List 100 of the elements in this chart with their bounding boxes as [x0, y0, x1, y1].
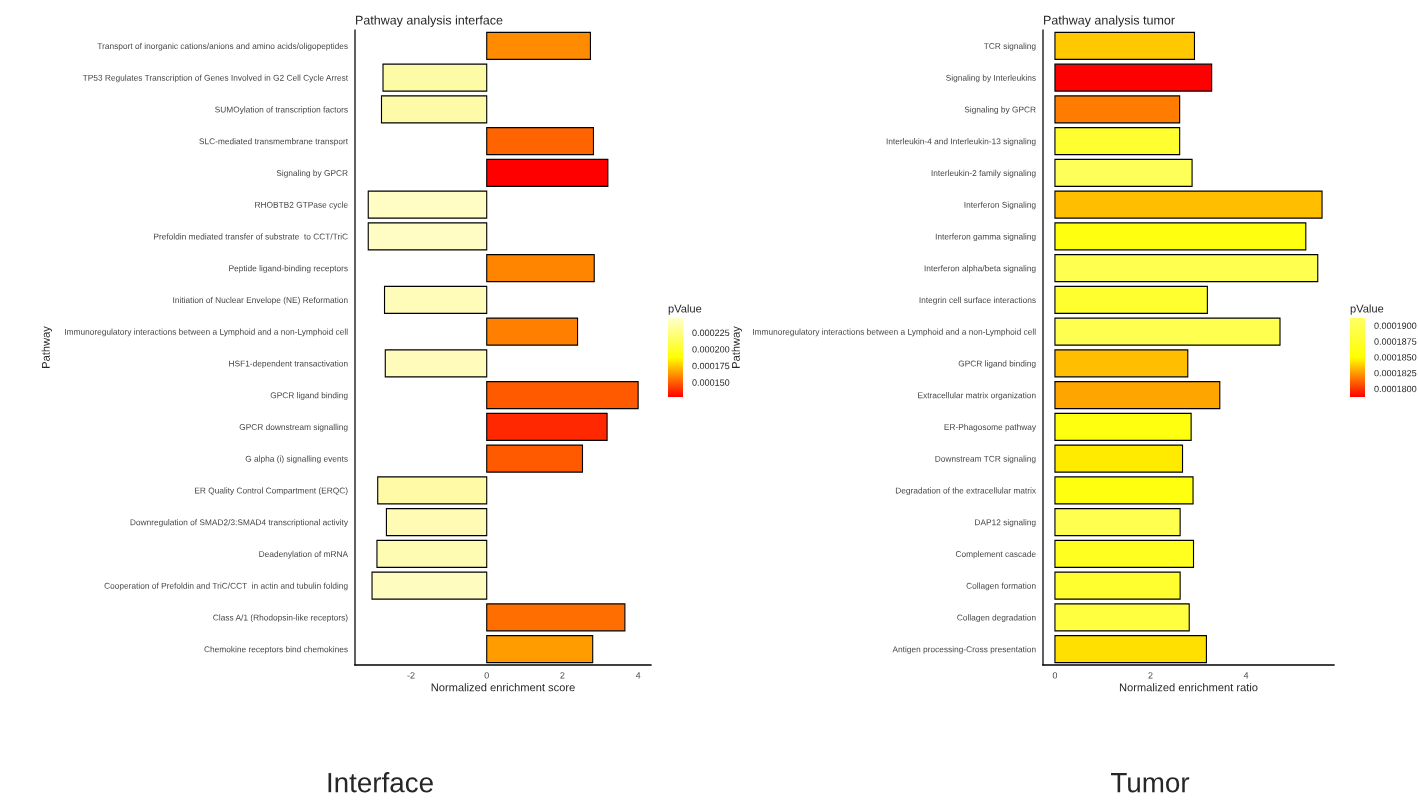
y-tick-label: Signaling by Interleukins	[946, 74, 1036, 83]
y-tick-label: Signaling by GPCR	[964, 106, 1036, 115]
y-tick-label: ER Quality Control Compartment (ERQC)	[195, 487, 348, 496]
bar	[1054, 603, 1190, 632]
y-axis-title: Pathway	[731, 326, 742, 368]
y-tick-label: SUMOylation of transcription factors	[215, 106, 348, 115]
y-tick-label: G alpha (i) signalling events	[245, 455, 348, 464]
y-tick-label: GPCR ligand binding	[270, 392, 348, 400]
color-bar-label: 0.000150	[692, 379, 730, 386]
color-bar-label: 0.0001800	[1374, 385, 1417, 393]
color-bar-label: 0.000225	[692, 329, 730, 336]
bar	[380, 95, 488, 124]
bar	[1054, 127, 1181, 156]
bar	[382, 63, 488, 92]
y-tick-label: Integrin cell surface interactions	[919, 296, 1036, 305]
color-bar-label: 0.0001825	[1374, 369, 1417, 377]
color-bar-title: pValue	[1350, 304, 1384, 315]
y-tick-label: Complement cascade	[955, 550, 1036, 559]
y-tick-label: Initiation of Nuclear Envelope (NE) Reformation	[173, 296, 348, 305]
bar	[486, 158, 609, 187]
x-axis-title: Normalized enrichment score	[431, 683, 575, 692]
bar	[1054, 412, 1192, 441]
y-tick-label: TCR signaling	[983, 42, 1036, 51]
y-tick-label: Immunoregulatory interactions between a Lymphoid and a non-Lymphoid cell	[753, 328, 1036, 337]
x-tick-label: 2	[1148, 672, 1153, 679]
bar	[367, 222, 488, 251]
bar	[1054, 190, 1323, 219]
bar	[1054, 31, 1196, 60]
y-axis-title: Pathway	[41, 326, 52, 368]
color-bar-label: 0.0001875	[1374, 338, 1417, 345]
bar	[377, 476, 488, 505]
bar	[1054, 254, 1319, 283]
chart-title: Pathway analysis interface	[356, 15, 503, 28]
text: Interface	[328, 772, 433, 793]
y-tick-label: Deadenylation of mRNA	[259, 550, 349, 559]
y-tick-label: SLC-mediated transmembrane transport	[199, 138, 349, 146]
bar	[1054, 508, 1181, 537]
y-tick-label: Downstream TCR signaling	[935, 455, 1036, 464]
y-tick-label: Downregulation of SMAD2/3:SMAD4 transcriptional activity	[130, 519, 349, 527]
y-tick-label: Peptide ligand-binding receptors	[229, 265, 348, 273]
text: Tumor	[1111, 773, 1190, 793]
y-tick-label: GPCR downstream signalling	[239, 423, 348, 432]
y-tick-label: Prefoldin mediated transfer of substrate to CCT/TriC	[154, 233, 348, 240]
y-tick-label: Interferon Signaling	[964, 201, 1036, 210]
y-tick-label: HSF1-dependent transactivation	[229, 360, 348, 369]
bar	[383, 285, 488, 314]
y-tick-label: DAP12 signaling	[975, 519, 1036, 527]
bar	[1054, 95, 1181, 124]
bar	[486, 412, 608, 441]
bar	[486, 381, 639, 410]
x-tick-label: 4	[635, 672, 641, 679]
color-bar-label: 0.000175	[692, 362, 730, 370]
bar	[367, 190, 488, 219]
x-axis-title: Normalized enrichment ratio	[1119, 683, 1258, 692]
bar	[385, 508, 488, 537]
x-tick-label: 0	[1052, 672, 1058, 679]
x-tick-label: 4	[1243, 672, 1249, 679]
color-bar-label: 0.0001850	[1374, 354, 1417, 361]
bar	[1054, 349, 1189, 378]
y-tick-label: RHOBTB2 GTPase cycle	[255, 201, 348, 210]
bar	[1054, 317, 1281, 346]
bar	[1054, 571, 1181, 600]
bar	[1054, 285, 1208, 314]
bar	[1054, 476, 1194, 505]
y-tick-label: Immunoregulatory interactions between a Lymphoid and a non-Lymphoid cell	[65, 328, 348, 337]
bar	[1054, 381, 1221, 410]
bar	[376, 539, 488, 568]
y-tick-label: Signaling by GPCR	[276, 169, 348, 178]
y-tick-label: TP53 Regulates Transcription of Genes Involved in G2 Cell Cycle Arrest	[82, 74, 349, 83]
x-tick-label: -2	[407, 672, 415, 679]
y-tick-label: Collagen formation	[966, 582, 1036, 591]
bar	[1054, 539, 1195, 568]
color-bar-title: pValue	[668, 304, 702, 315]
y-tick-label: Extracellular matrix organization	[918, 392, 1036, 400]
bar	[486, 444, 584, 473]
bar	[486, 254, 595, 283]
y-tick-label: Class A/1 (Rhodopsin-like receptors)	[213, 614, 348, 623]
y-tick-label: Interleukin-2 family signaling	[931, 169, 1036, 178]
y-tick-label: Transport of inorganic cations/anions and amino acids/oligopeptides	[97, 42, 348, 51]
bar	[371, 571, 488, 600]
x-tick-label: 2	[560, 672, 565, 679]
y-tick-label: Interferon alpha/beta signaling	[924, 265, 1036, 273]
y-tick-label: Chemokine receptors bind chemokines	[204, 646, 348, 654]
chart-title: Pathway analysis tumor	[1044, 15, 1175, 28]
y-tick-label: Antigen processing-Cross presentation	[892, 646, 1036, 654]
bar	[486, 317, 579, 346]
bar	[384, 349, 488, 378]
bar	[1054, 63, 1213, 92]
y-tick-label: Interferon gamma signaling	[935, 233, 1036, 242]
bar	[1054, 158, 1193, 187]
bar	[1054, 222, 1307, 251]
y-tick-label: ER-Phagosome pathway	[944, 423, 1037, 432]
color-bar-label: 0.000200	[692, 346, 730, 353]
y-tick-label: Degradation of the extracellular matrix	[895, 487, 1036, 496]
y-tick-label: Collagen degradation	[957, 614, 1036, 623]
bar	[486, 31, 591, 60]
bar	[486, 127, 595, 156]
y-tick-label: Cooperation of Prefoldin and TriC/CCT in actin and tubulin folding	[104, 582, 348, 591]
y-tick-label: Interleukin-4 and Interleukin-13 signaling	[886, 138, 1036, 146]
bar	[486, 603, 626, 632]
